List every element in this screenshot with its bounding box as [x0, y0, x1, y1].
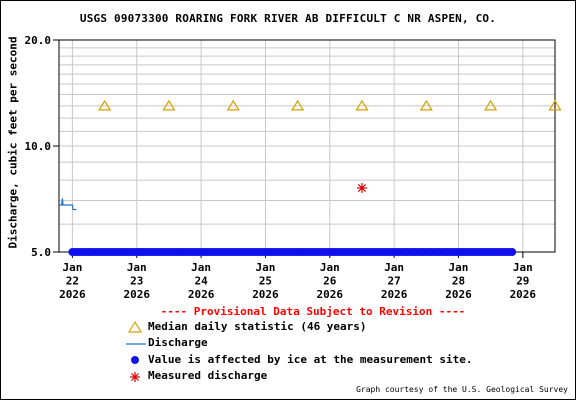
x-tick-label: Jan [320, 261, 340, 274]
legend-label-median: Median daily statistic (46 years) [148, 319, 367, 333]
x-tick-label: Jan [449, 261, 469, 274]
legend-item-median: Median daily statistic (46 years) [124, 318, 473, 335]
x-tick-label: 2026 [381, 288, 408, 301]
star-stroke [357, 183, 366, 192]
median-marker [548, 99, 562, 111]
y-tick-label: 20.0 [25, 34, 52, 47]
x-tick-label: Jan [513, 261, 533, 274]
x-tick-label: 22 [66, 275, 79, 288]
legend-label-discharge: Discharge [148, 336, 208, 350]
x-tick-label: 26 [323, 275, 337, 288]
x-tick-label: Jan [256, 261, 276, 274]
x-tick-label: 2026 [188, 288, 215, 301]
legend-item-discharge: Discharge [124, 335, 473, 352]
x-tick-label: 28 [452, 275, 465, 288]
x-tick-label: 2026 [124, 288, 151, 301]
credit-text: Graph courtesy of the U.S. Geological Su… [356, 385, 568, 394]
median-marker [162, 99, 176, 111]
measured-discharge-marker [356, 182, 367, 193]
y-tick-label: 10.0 [25, 140, 52, 153]
x-tick-label: 2026 [445, 288, 472, 301]
x-tick-label: 25 [259, 275, 272, 288]
star-icon [124, 369, 148, 383]
provisional-data-notice: ---- Provisional Data Subject to Revisio… [160, 305, 466, 318]
x-tick-label: 24 [194, 275, 208, 288]
ice-affected-point [508, 248, 517, 256]
x-tick-label: 23 [130, 275, 143, 288]
x-tick-label: 27 [388, 275, 401, 288]
discharge-line [59, 198, 77, 211]
legend-item-ice: Value is affected by ice at the measurem… [124, 351, 473, 368]
x-tick-label: 2026 [59, 288, 86, 301]
median-marker [291, 99, 305, 111]
median-marker [484, 99, 498, 111]
median-marker [355, 99, 369, 111]
median-marker [98, 99, 112, 111]
dot-icon [124, 352, 148, 366]
x-tick-label: Jan [62, 261, 82, 274]
median-marker [419, 99, 433, 111]
legend-item-measured: Measured discharge [124, 368, 473, 385]
triangle-icon [124, 319, 148, 333]
x-tick-label: Jan [384, 261, 404, 274]
y-tick-label: 5.0 [31, 246, 51, 259]
x-tick-label: Jan [127, 261, 147, 274]
x-tick-label: 29 [516, 275, 529, 288]
x-tick-label: 2026 [510, 288, 537, 301]
x-tick-label: 2026 [252, 288, 279, 301]
legend: Median daily statistic (46 years) Discha… [124, 318, 473, 384]
x-tick-label: 2026 [317, 288, 344, 301]
chart-title: USGS 09073300 ROARING FORK RIVER AB DIFF… [79, 12, 497, 25]
line-icon [124, 336, 148, 350]
legend-label-ice: Value is affected by ice at the measurem… [148, 352, 473, 366]
median-marker [226, 99, 240, 111]
x-tick-label: Jan [191, 261, 211, 274]
legend-label-measured: Measured discharge [148, 369, 268, 383]
